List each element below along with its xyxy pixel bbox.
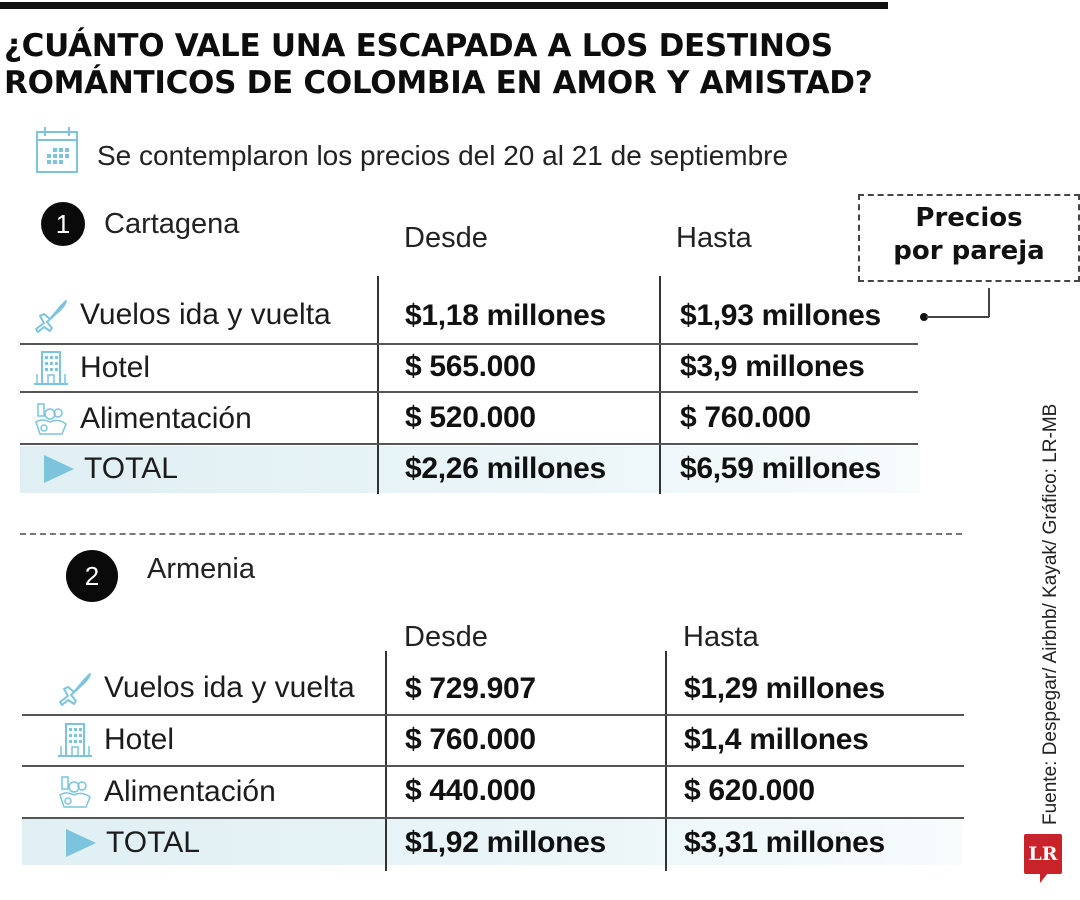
value-hasta: $ 620.000 xyxy=(684,774,815,807)
city-name: Armenia xyxy=(147,553,255,585)
city-name: Cartagena xyxy=(104,208,240,240)
value-desde-total: $1,92 millones xyxy=(405,826,606,859)
source-credit: Fuente: Despegar/ Airbnb/ Kayak/ Gráfico… xyxy=(1040,403,1061,825)
section-number-badge: 2 xyxy=(66,550,118,602)
logo-tail xyxy=(1040,873,1048,883)
row-divider xyxy=(20,443,918,445)
table-row-label-total: TOTAL xyxy=(66,826,200,860)
row-label-text: Hotel xyxy=(104,723,175,756)
table-row-label: Vuelos ida y vuelta xyxy=(32,296,331,334)
table-row-label: Vuelos ida y vuelta xyxy=(56,669,355,707)
section-number: 2 xyxy=(84,560,100,591)
food-icon xyxy=(35,403,67,435)
value-hasta: $1,29 millones xyxy=(684,672,885,705)
row-label-text: Alimentación xyxy=(80,402,252,435)
title-line-2: ROMÁNTICOS DE COLOMBIA EN AMOR Y AMISTAD… xyxy=(4,65,873,101)
value-desde-total: $2,26 millones xyxy=(405,452,606,485)
logo-text: LR xyxy=(1028,843,1058,865)
value-desde: $ 440.000 xyxy=(405,774,536,807)
column-divider xyxy=(385,651,387,871)
value-hasta: $3,9 millones xyxy=(680,350,865,383)
play-arrow-icon xyxy=(66,829,96,857)
row-divider xyxy=(20,391,918,393)
row-label-text: Vuelos ida y vuelta xyxy=(104,671,355,704)
lr-logo: LR xyxy=(1024,834,1062,874)
play-arrow-icon xyxy=(44,455,74,483)
total-row-band xyxy=(20,446,920,493)
value-desde: $ 729.907 xyxy=(405,672,536,705)
column-header-hasta: Hasta xyxy=(676,222,752,254)
row-label-text: TOTAL xyxy=(106,826,200,859)
top-rule xyxy=(0,2,888,9)
row-divider xyxy=(22,714,964,716)
column-header-hasta: Hasta xyxy=(683,621,759,653)
table-row-label: Hotel xyxy=(32,349,150,387)
section-number: 1 xyxy=(55,208,71,239)
table-row-label-total: TOTAL xyxy=(44,452,178,486)
column-header-desde: Desde xyxy=(404,621,488,653)
value-desde: $ 565.000 xyxy=(405,350,536,383)
row-label-text: Alimentación xyxy=(104,775,276,808)
column-divider xyxy=(665,651,667,871)
row-label-text: TOTAL xyxy=(84,452,178,485)
food-icon xyxy=(59,776,91,808)
hotel-icon xyxy=(58,723,92,757)
value-desde: $ 760.000 xyxy=(405,723,536,756)
value-desde: $1,18 millones xyxy=(405,299,606,332)
column-header-desde: Desde xyxy=(404,222,488,254)
section-separator xyxy=(20,533,962,535)
value-hasta-total: $6,59 millones xyxy=(680,452,881,485)
note-line-2: por pareja xyxy=(893,236,1045,266)
note-connector-line-vertical xyxy=(988,288,990,317)
note-connector-dot xyxy=(920,313,928,321)
title-line-1: ¿CUÁNTO VALE UNA ESCAPADA A LOS DESTINOS xyxy=(4,28,833,64)
table-row-label: Hotel xyxy=(56,721,174,759)
row-divider xyxy=(22,765,964,767)
hotel-icon xyxy=(34,351,68,385)
row-divider xyxy=(20,343,918,345)
column-divider xyxy=(377,276,379,494)
calendar-icon xyxy=(36,127,78,173)
row-divider xyxy=(22,817,964,819)
value-hasta: $1,93 millones xyxy=(680,299,881,332)
value-hasta: $ 760.000 xyxy=(680,401,811,434)
table-row-label: Alimentación xyxy=(32,400,252,438)
section-number-badge: 1 xyxy=(41,202,85,246)
table-row-label: Alimentación xyxy=(56,773,276,811)
note-line-1: Precios xyxy=(915,203,1023,233)
subtitle: Se contemplaron los precios del 20 al 21… xyxy=(97,140,789,171)
total-row-band xyxy=(22,818,962,865)
price-note-box: Precios por pareja xyxy=(858,194,1080,282)
value-desde: $ 520.000 xyxy=(405,401,536,434)
note-connector-line xyxy=(926,316,989,318)
page-title: ¿CUÁNTO VALE UNA ESCAPADA A LOS DESTINOS… xyxy=(4,28,904,102)
column-divider xyxy=(659,276,661,494)
row-label-text: Vuelos ida y vuelta xyxy=(80,298,331,331)
airplane-icon xyxy=(59,673,91,706)
airplane-icon xyxy=(35,300,67,333)
value-hasta-total: $3,31 millones xyxy=(684,826,885,859)
value-hasta: $1,4 millones xyxy=(684,723,869,756)
row-label-text: Hotel xyxy=(80,351,151,384)
